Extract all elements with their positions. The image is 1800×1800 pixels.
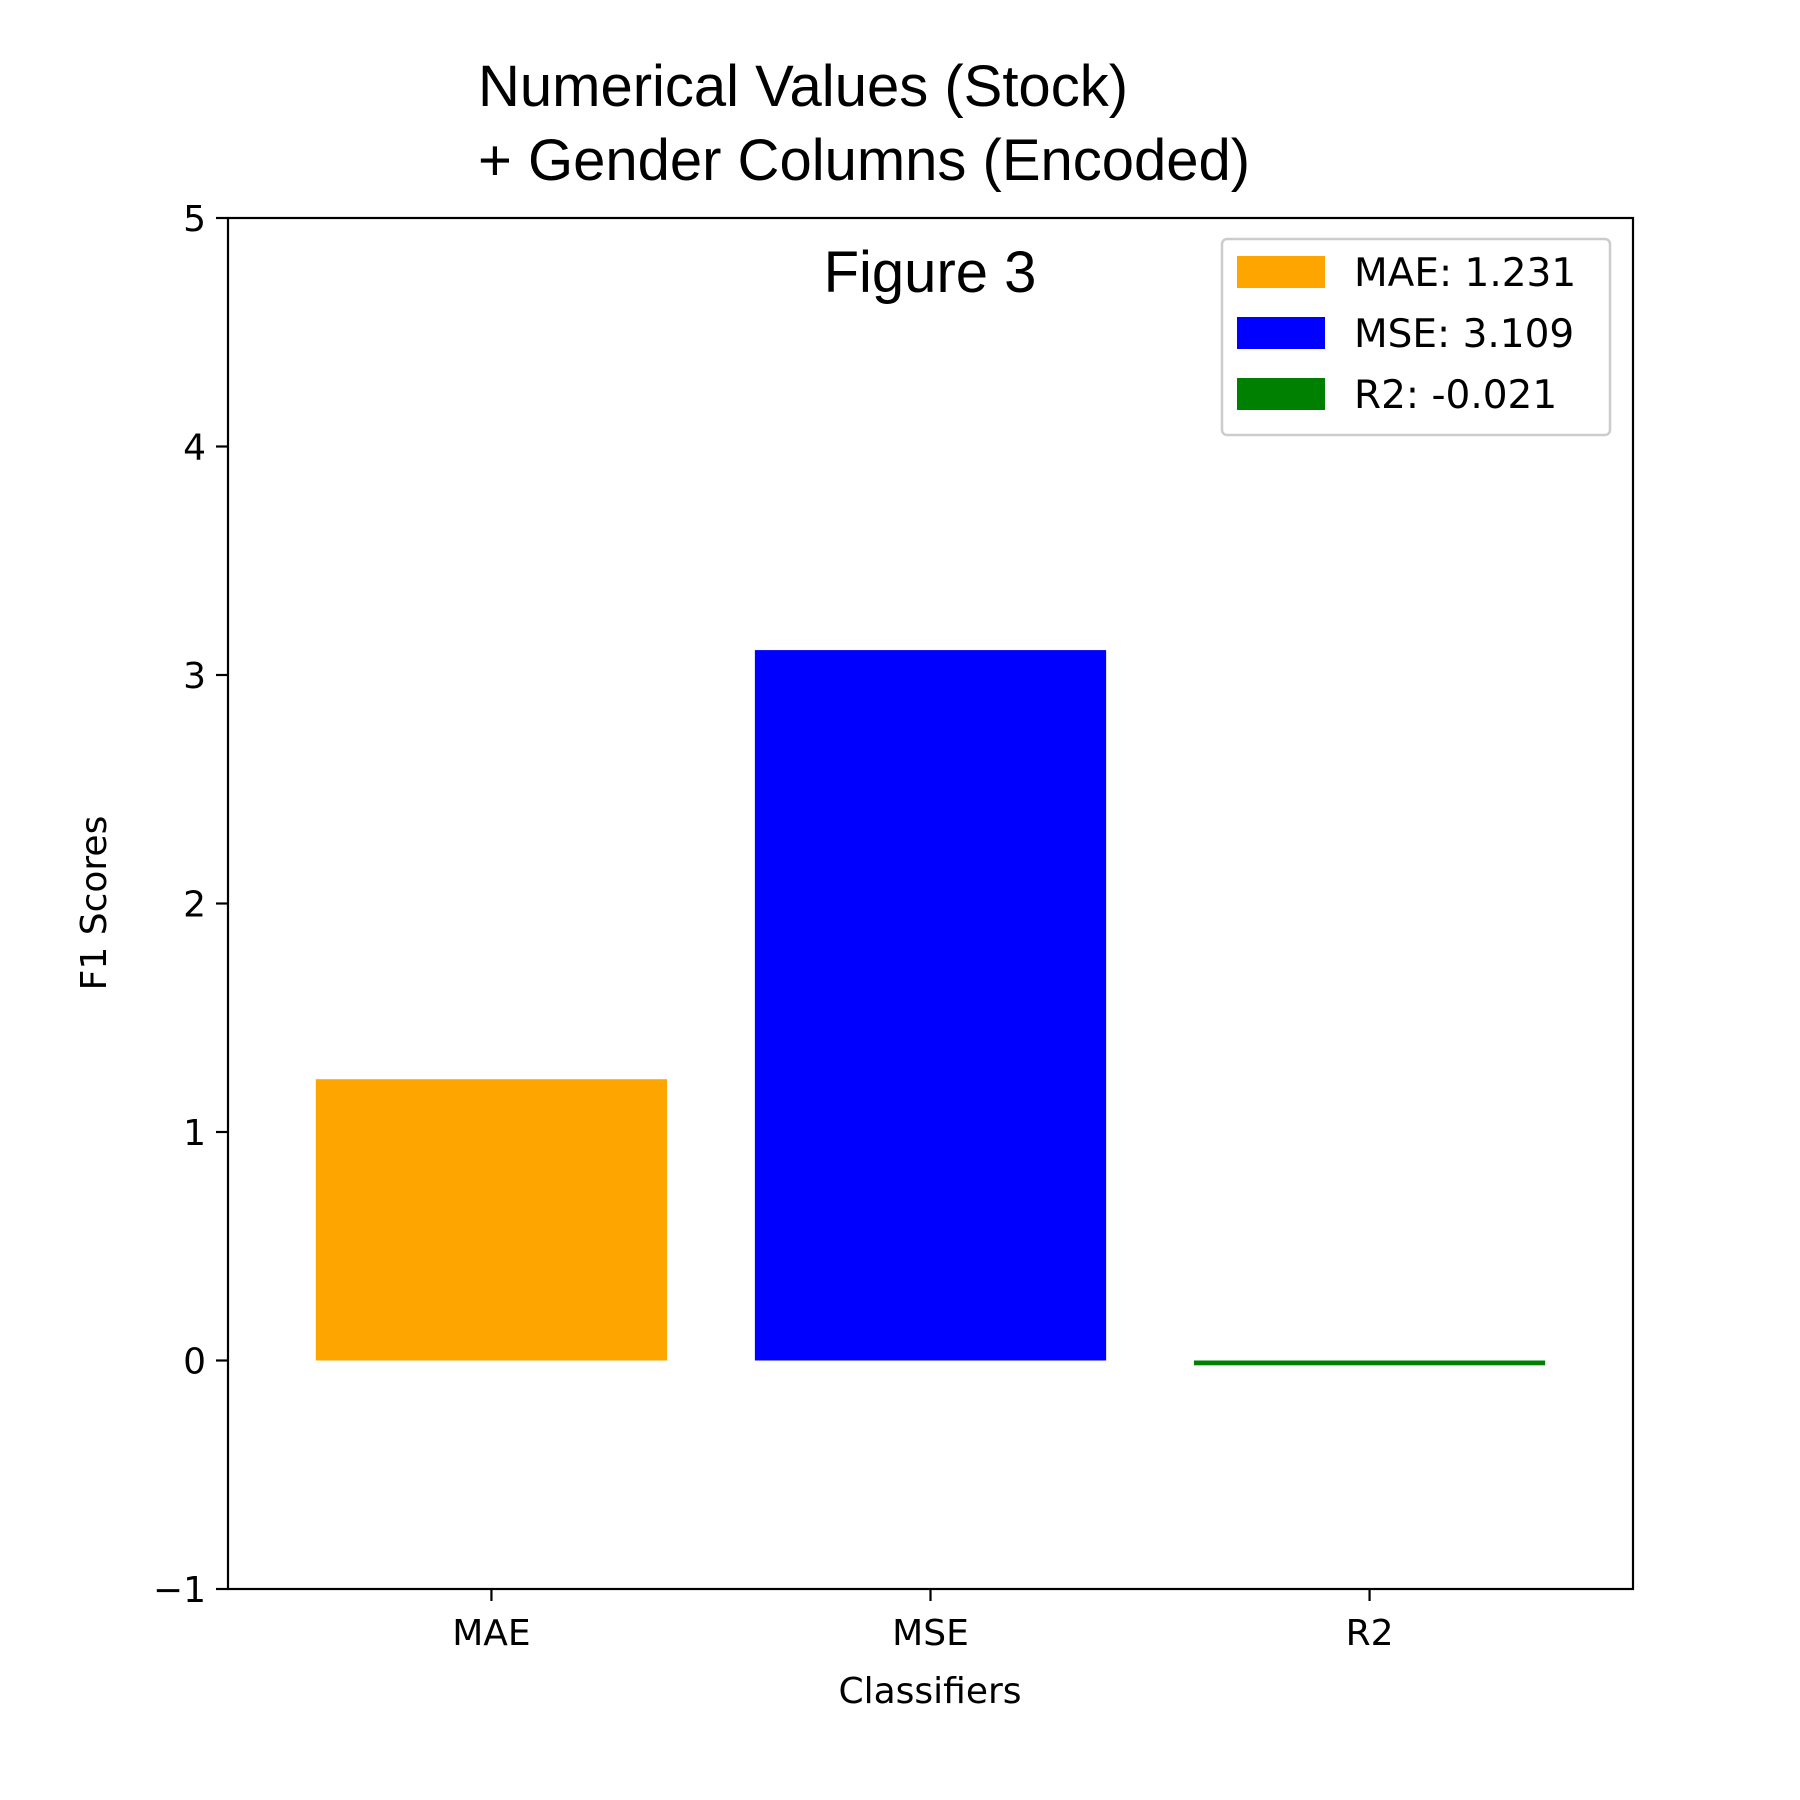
legend-swatch <box>1237 378 1325 410</box>
bar-mse <box>754 650 1107 1361</box>
legend-swatch <box>1237 256 1325 288</box>
y-tick-label: 0 <box>183 1342 206 1383</box>
chart-title-line1: Numerical Values (Stock) <box>478 54 1128 119</box>
chart-annotation: Figure 3 <box>824 240 1037 305</box>
x-axis-label: Classifiers <box>838 1671 1021 1712</box>
y-tick-label: 3 <box>183 656 206 697</box>
legend: MAE: 1.231 MSE: 3.109 R2: -0.021 <box>1220 237 1612 437</box>
legend-label: R2: -0.021 <box>1354 373 1557 418</box>
plot-area: −1 0 1 2 3 4 5 MAE MSE R2 <box>153 199 1635 1654</box>
bar-mae <box>315 1079 668 1361</box>
bar-r2 <box>1193 1360 1546 1366</box>
y-tick-label: 2 <box>183 885 206 926</box>
legend-label: MSE: 3.109 <box>1354 312 1574 357</box>
y-tick-label: 1 <box>183 1113 206 1154</box>
chart-title-line2: + Gender Columns (Encoded) <box>478 128 1250 193</box>
legend-label: MAE: 1.231 <box>1354 251 1576 296</box>
legend-swatch <box>1237 317 1325 349</box>
x-tick-label: R2 <box>1346 1613 1394 1654</box>
y-tick-label: 5 <box>183 199 206 240</box>
x-tick-label: MSE <box>892 1613 969 1654</box>
y-tick-label: −1 <box>153 1570 206 1611</box>
x-tick-label: MAE <box>452 1613 530 1654</box>
y-axis-label: F1 Scores <box>74 816 115 991</box>
y-tick-label: 4 <box>183 428 206 469</box>
